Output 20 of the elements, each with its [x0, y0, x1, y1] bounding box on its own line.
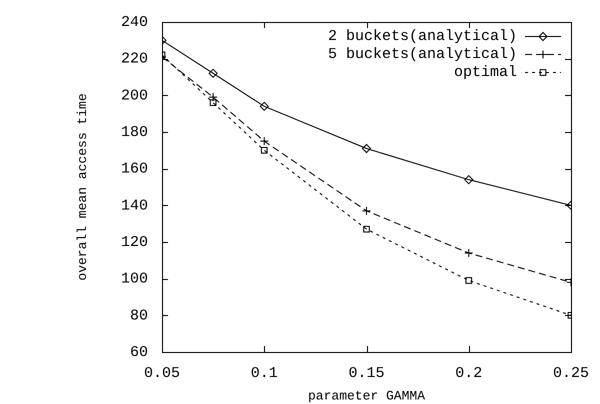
legend-label: 5 buckets(analytical)	[328, 46, 517, 63]
x-tick-label: 0.2	[455, 364, 482, 382]
y-tick-label: 100	[120, 270, 148, 288]
x-tick-label: 0.05	[144, 364, 180, 382]
legend-label: optimal	[454, 64, 517, 81]
y-tick-label: 80	[130, 307, 148, 324]
legend-label: 2 buckets(analytical)	[328, 28, 517, 45]
y-tick-label: 60	[130, 344, 148, 361]
y-tick-label: 200	[120, 87, 148, 104]
y-tick-label: 180	[120, 124, 148, 141]
y-tick-label: 220	[120, 50, 148, 68]
y-tick-label: 120	[120, 234, 148, 251]
y-tick-label: 160	[120, 160, 148, 178]
x-tick-label: 0.25	[552, 364, 590, 382]
x-tick-label: 0.15	[348, 364, 385, 382]
y-tick-label: 240	[120, 14, 148, 31]
x-tick-label: 0.1	[250, 364, 278, 382]
y-axis-title: overall mean access time	[75, 93, 90, 281]
x-axis-title: parameter GAMMA	[308, 388, 426, 404]
y-tick-label: 140	[120, 197, 148, 214]
